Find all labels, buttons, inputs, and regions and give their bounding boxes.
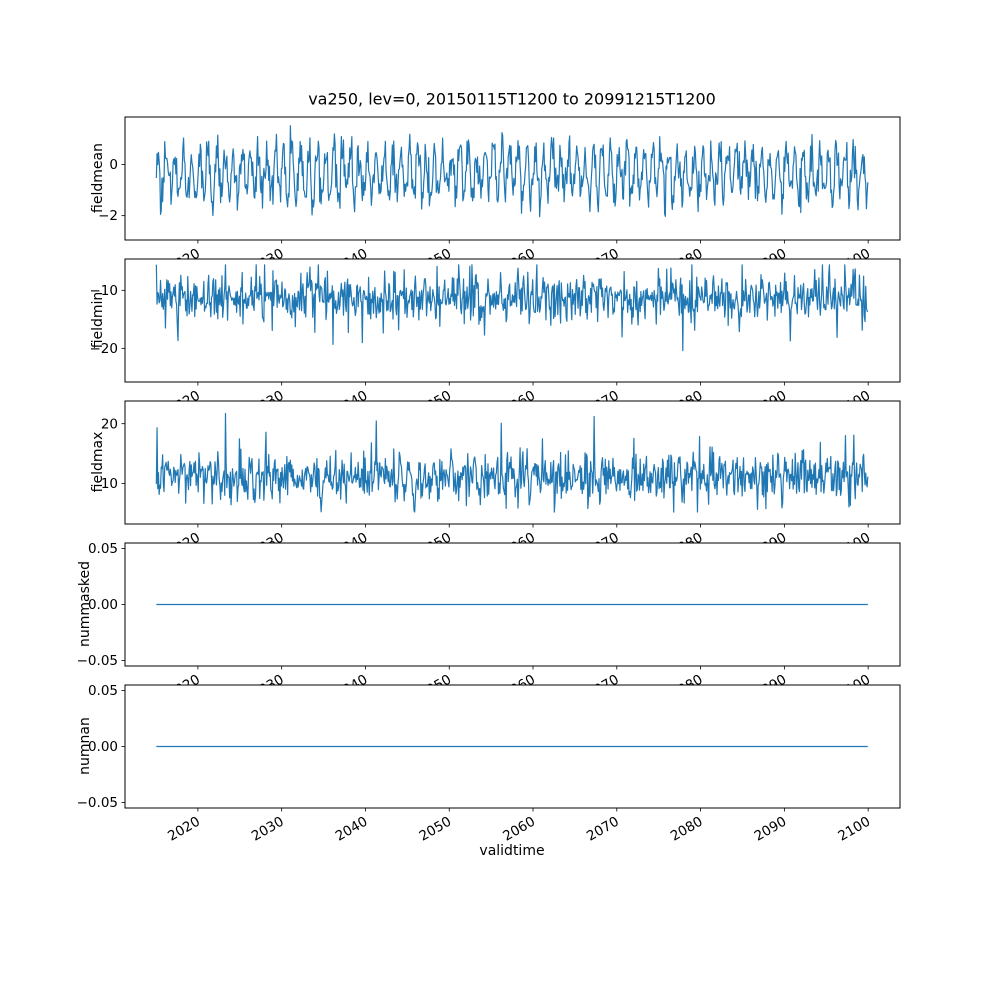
subplot-fieldmin: −10−202020203020402050206020702080209021… (90, 258, 901, 419)
y-axis-label-fieldmax: fieldmax (90, 431, 106, 493)
subplot-fieldmean: 0−2202020302040205020602070208020902100 (98, 116, 901, 277)
y-ticks-numnan: 0.05 0.00 −0.05 (77, 683, 125, 811)
axes-frame-fieldmin (124, 258, 901, 383)
axes-frame-fieldmax (124, 400, 901, 525)
y-ticks-fieldmin: −10 −20 (90, 283, 125, 357)
x-tick-label: 2090 (752, 814, 790, 845)
y-tick-label: −20 (90, 341, 119, 357)
y-axis-label-nummasked: nummasked (77, 560, 93, 648)
subplot-fieldmax: 2010202020302040205020602070208020902100 (101, 400, 901, 561)
y-tick-label: −0.05 (77, 653, 118, 669)
x-axis-label: validtime (479, 843, 545, 859)
series-line-fieldmin (155, 264, 869, 352)
y-axis-label-fieldmin: fieldmin (90, 291, 106, 349)
x-tick-label: 2100 (835, 814, 873, 845)
y-tick-label: 0.00 (88, 739, 118, 755)
y-axis-label-fieldmean: fieldmean (90, 143, 106, 213)
y-tick-label: 0.00 (88, 597, 118, 613)
y-tick-label: 20 (101, 416, 118, 432)
x-tick-label: 2030 (249, 814, 287, 845)
series-line-fieldmean (155, 125, 869, 218)
x-ticks-numnan: 2020 2030 2040 2050 2060 2070 2080 2090 2100 (165, 808, 873, 845)
x-tick-label: 2040 (333, 814, 371, 845)
y-tick-label: −0.05 (77, 795, 118, 811)
y-tick-label: −2 (98, 208, 118, 224)
figure-title: va250, lev=0, 20150115T1200 to 20991215T… (308, 89, 716, 109)
y-tick-label: 0 (109, 157, 118, 173)
y-ticks-nummasked: 0.05 0.00 −0.05 (77, 541, 125, 669)
y-tick-label: 10 (101, 476, 118, 492)
y-axis-label-numnan: numnan (77, 717, 93, 775)
subplot-numnan: 0.05 0.00 −0.05 2020 2030 2040 2050 2060 2070 208… (77, 683, 901, 845)
subplot-nummasked: 0.050.00−0.05202020302040205020602070208… (77, 541, 901, 703)
y-tick-label: 0.05 (88, 541, 118, 557)
x-tick-label: 2020 (165, 814, 203, 845)
y-tick-label: −10 (90, 283, 119, 299)
x-tick-label: 2070 (584, 814, 622, 845)
x-tick-label: 2080 (668, 814, 706, 845)
x-tick-label: 2050 (416, 814, 454, 845)
x-tick-label: 2060 (500, 814, 538, 845)
y-ticks-fieldmean: 0 −2 (98, 157, 125, 224)
series-line-fieldmax (155, 412, 869, 513)
y-tick-label: 0.05 (88, 683, 118, 699)
